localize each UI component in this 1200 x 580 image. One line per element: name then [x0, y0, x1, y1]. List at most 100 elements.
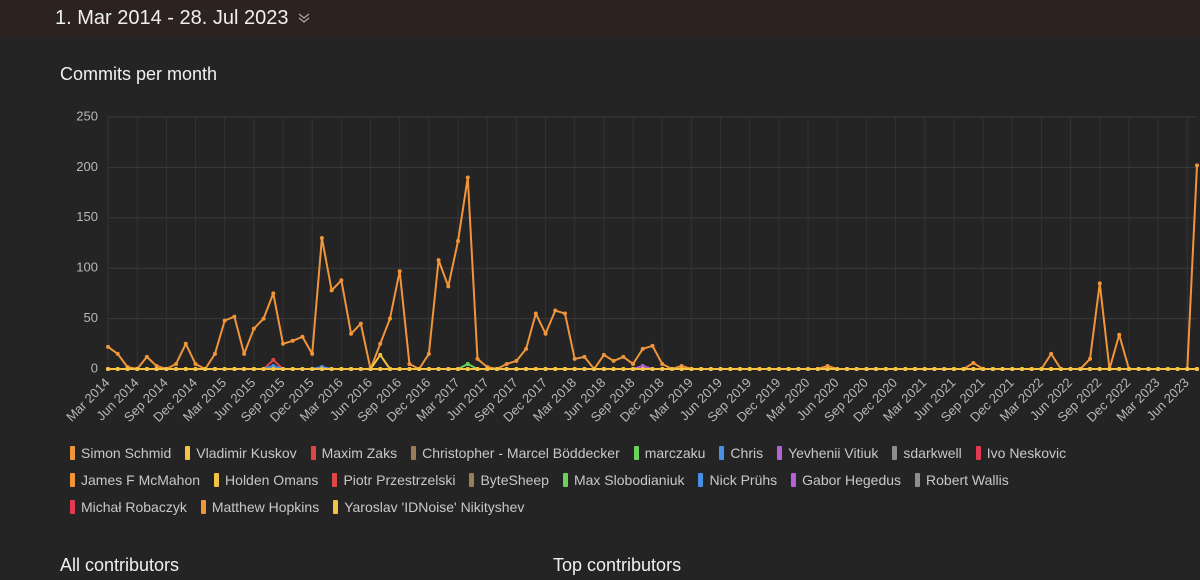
top-bar: 1. Mar 2014 - 28. Jul 2023: [0, 0, 1200, 37]
data-point: [174, 367, 179, 371]
legend-item[interactable]: Chris: [719, 444, 763, 461]
data-point: [281, 367, 286, 371]
legend-item[interactable]: Holden Omans: [214, 471, 318, 488]
data-point: [699, 367, 704, 371]
data-point: [631, 367, 636, 371]
data-point: [378, 367, 383, 371]
data-point: [631, 361, 636, 366]
data-point: [582, 354, 587, 359]
data-point: [203, 367, 208, 371]
legend-swatch: [633, 445, 639, 460]
legend-item[interactable]: ByteSheep: [469, 471, 549, 488]
data-point: [106, 367, 110, 371]
legend-swatch: [411, 445, 417, 460]
legend-label: Michał Robaczyk: [81, 498, 187, 515]
data-point: [1126, 367, 1131, 371]
data-point: [1195, 163, 1199, 168]
legend-swatch: [332, 472, 338, 487]
legend-label: Matthew Hopkins: [211, 498, 320, 515]
data-point: [115, 351, 120, 356]
data-point: [329, 288, 334, 293]
data-point: [261, 367, 266, 371]
data-point: [319, 235, 324, 240]
data-point: [436, 258, 441, 263]
data-point: [397, 269, 402, 274]
data-point: [533, 367, 538, 371]
data-point: [222, 367, 227, 371]
legend-item[interactable]: Yevhenii Vitiuk: [777, 444, 878, 461]
data-point: [611, 358, 616, 363]
data-point: [1107, 367, 1112, 371]
data-point: [485, 367, 490, 371]
data-point: [300, 334, 305, 339]
data-point: [601, 367, 606, 371]
data-point: [232, 314, 237, 319]
legend-item[interactable]: Robert Wallis: [915, 471, 1009, 488]
data-point: [222, 318, 227, 323]
data-point: [747, 367, 752, 371]
legend-label: Robert Wallis: [926, 471, 1009, 488]
data-point: [1000, 367, 1005, 371]
legend-item[interactable]: marczaku: [633, 444, 705, 461]
data-point: [456, 367, 461, 371]
data-point: [1156, 367, 1161, 371]
legend-item[interactable]: Piotr Przestrzelski: [332, 471, 455, 488]
legend-item[interactable]: Yaroslav 'IDNoise' Nikityshev: [333, 498, 524, 515]
legend-item[interactable]: Michał Robaczyk: [70, 498, 187, 515]
legend-item[interactable]: James F McMahon: [70, 471, 200, 488]
data-point: [281, 341, 286, 346]
y-tick-label: 200: [76, 159, 98, 174]
chevron-icon[interactable]: [298, 12, 310, 24]
legend-item[interactable]: sdarkwell: [892, 444, 962, 461]
legend-swatch: [185, 445, 191, 460]
data-point: [689, 367, 694, 371]
series-points: [106, 367, 1199, 371]
data-point: [1010, 367, 1015, 371]
legend-item[interactable]: Gabor Hegedus: [791, 471, 901, 488]
legend-item[interactable]: Nick Prühs: [698, 471, 777, 488]
data-point: [407, 361, 412, 366]
data-point: [310, 367, 315, 371]
legend-swatch: [777, 445, 783, 460]
legend-item[interactable]: Christopher - Marcel Böddecker: [411, 444, 620, 461]
data-point: [572, 356, 577, 361]
data-point: [874, 367, 879, 371]
data-point: [135, 367, 140, 371]
legend-item[interactable]: Matthew Hopkins: [200, 498, 320, 515]
legend-label: Gabor Hegedus: [802, 471, 902, 488]
data-point: [125, 367, 130, 371]
data-point: [106, 344, 110, 349]
legend-item[interactable]: Vladimir Kuskov: [185, 444, 297, 461]
legend-item[interactable]: Maxim Zaks: [310, 444, 397, 461]
data-point: [271, 357, 276, 362]
series-points: [106, 163, 1199, 371]
legend-item[interactable]: Simon Schmid: [70, 444, 171, 461]
data-point: [864, 367, 869, 371]
legend-swatch: [562, 472, 568, 487]
legend-label: Nick Prühs: [709, 471, 778, 488]
legend-item[interactable]: Ivo Neskovic: [975, 444, 1066, 461]
data-point: [475, 367, 480, 371]
data-point: [572, 367, 577, 371]
legend-item[interactable]: Max Slobodianiuk: [562, 471, 684, 488]
series-line: [107, 165, 1198, 370]
data-point: [990, 367, 995, 371]
data-point: [183, 367, 188, 371]
data-point: [562, 367, 567, 371]
legend-swatch: [214, 472, 220, 487]
section-title: All contributors: [60, 555, 180, 575]
data-point: [494, 367, 499, 371]
data-point: [290, 367, 295, 371]
data-point: [465, 361, 470, 366]
data-point: [387, 367, 392, 371]
data-point: [844, 367, 849, 371]
date-range[interactable]: 1. Mar 2014 - 28. Jul 2023: [55, 7, 289, 29]
data-point: [1039, 367, 1044, 371]
data-point: [524, 367, 529, 371]
data-point: [349, 331, 354, 336]
y-tick-label: 150: [76, 209, 98, 224]
data-point: [806, 367, 811, 371]
data-point: [426, 367, 431, 371]
data-point: [835, 367, 840, 371]
